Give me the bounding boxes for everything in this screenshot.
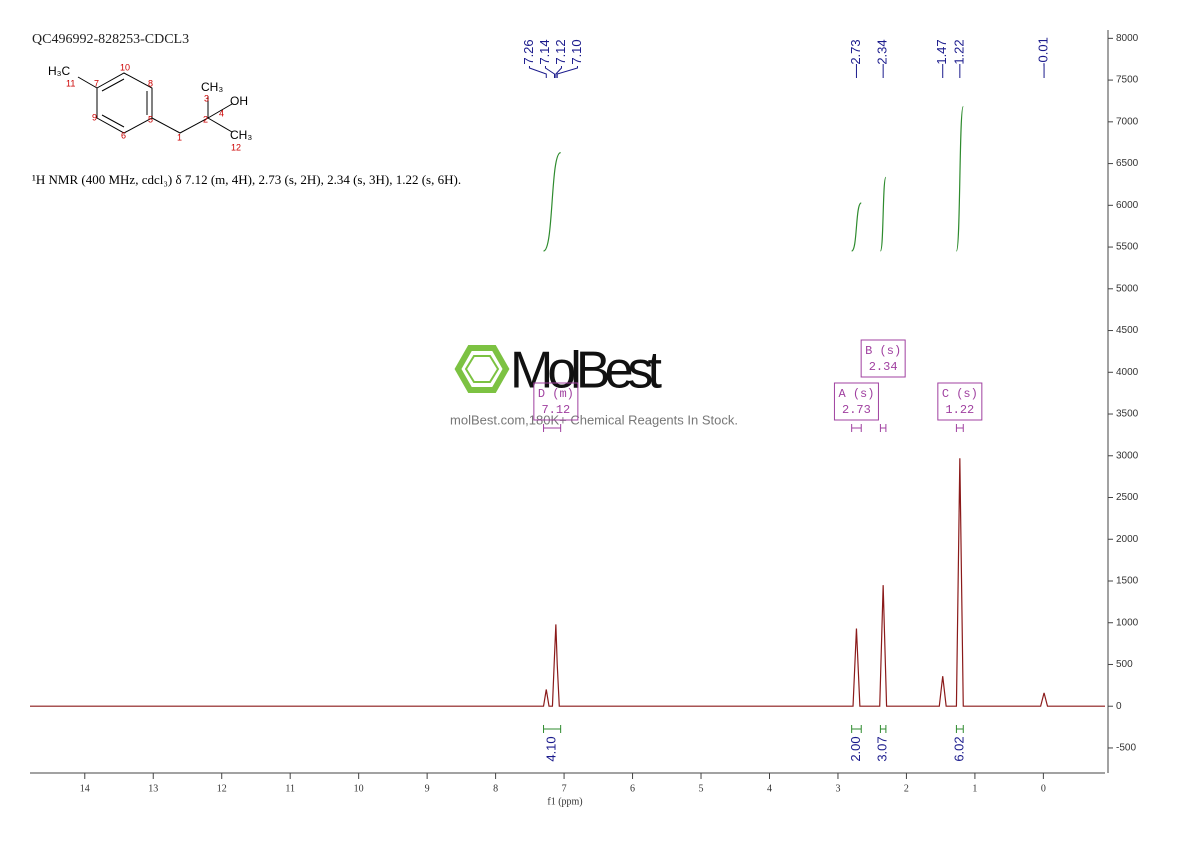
x-tick-label: 12 xyxy=(217,783,227,794)
x-tick-label: 0 xyxy=(1041,783,1046,794)
integral-bracket xyxy=(879,725,887,733)
multiplet-box xyxy=(937,382,983,421)
integral-bracket xyxy=(543,725,562,733)
peak-leader xyxy=(555,66,562,78)
atom-number: 5 xyxy=(148,114,153,124)
y-tick-label: 5000 xyxy=(1116,283,1139,294)
y-tick-label: 3000 xyxy=(1116,450,1139,461)
multiplet-shift: 1.22 xyxy=(945,403,974,417)
y-tick-label: 0 xyxy=(1116,701,1122,712)
y-tick-label: 4000 xyxy=(1116,367,1139,378)
multiplet-label: A (s) xyxy=(838,387,874,401)
integral-bracket xyxy=(955,725,964,733)
peak-leader xyxy=(556,66,578,78)
peak-label: 2.73 xyxy=(848,39,863,64)
peak-label: 1.47 xyxy=(934,39,949,64)
atom-number: 10 xyxy=(120,62,130,72)
integral-label: 3.07 xyxy=(875,736,890,761)
y-tick-label: 1000 xyxy=(1116,617,1139,628)
spectrum-line xyxy=(30,458,1105,707)
peak-label: 7.12 xyxy=(553,39,568,64)
integral-curve xyxy=(955,105,964,252)
peak-label: 7.26 xyxy=(521,39,536,64)
peak-leader xyxy=(544,66,555,78)
integral-curve xyxy=(542,152,562,252)
atom-label: OH xyxy=(230,94,248,108)
integral-curve xyxy=(851,202,862,252)
y-tick-label: 6500 xyxy=(1116,158,1139,169)
y-tick-label: 7500 xyxy=(1116,75,1139,86)
peak-label: -0.01 xyxy=(1035,37,1050,67)
multiplet-label: B (s) xyxy=(865,344,901,358)
integral-bracket xyxy=(851,725,862,733)
watermark-logo xyxy=(454,345,510,393)
atom-number: 2 xyxy=(203,114,208,124)
multiplet-bracket xyxy=(879,424,887,432)
atom-number: 7 xyxy=(94,78,99,88)
peak-label: 2.34 xyxy=(875,39,890,64)
atom-label: CH₃ xyxy=(201,80,223,94)
y-tick-label: 2000 xyxy=(1116,534,1139,545)
multiplet-box xyxy=(833,382,879,421)
y-tick-label: 4500 xyxy=(1116,325,1139,336)
atom-number: 8 xyxy=(148,78,153,88)
y-tick-label: 5500 xyxy=(1116,242,1139,253)
integral-curve xyxy=(879,176,887,252)
multiplet-label: C (s) xyxy=(942,387,978,401)
multiplet-bracket xyxy=(851,424,862,432)
x-tick-label: 4 xyxy=(767,783,772,794)
x-tick-label: 9 xyxy=(425,783,430,794)
x-tick-label: 2 xyxy=(904,783,909,794)
integral-label: 6.02 xyxy=(951,736,966,761)
x-tick-label: 10 xyxy=(354,783,364,794)
x-tick-label: 7 xyxy=(562,783,567,794)
x-tick-label: 11 xyxy=(285,783,295,794)
integral-label: 4.10 xyxy=(544,736,559,761)
peak-label: 7.10 xyxy=(569,39,584,64)
x-tick-label: 1 xyxy=(972,783,977,794)
peak-label: 7.14 xyxy=(537,39,552,64)
multiplet-label: D (m) xyxy=(538,387,574,401)
multiplet-box xyxy=(860,339,906,378)
x-tick-label: 5 xyxy=(699,783,704,794)
sample-id: QC496992-828253-CDCL3 xyxy=(32,32,189,47)
multiplet-shift: 2.34 xyxy=(869,360,898,374)
multiplet-bracket xyxy=(543,424,562,432)
integral-label: 2.00 xyxy=(848,736,863,761)
atom-number: 11 xyxy=(66,78,75,88)
x-tick-label: 13 xyxy=(148,783,158,794)
description: ¹H NMR (400 MHz, cdcl₃) δ 7.12 (m, 4H), … xyxy=(32,172,461,187)
atom-label: CH₃ xyxy=(230,128,252,142)
y-tick-label: -500 xyxy=(1116,743,1136,754)
y-tick-label: 2500 xyxy=(1116,492,1139,503)
multiplet-shift: 2.73 xyxy=(842,403,871,417)
structure-bonds xyxy=(77,72,233,134)
x-axis-label: f1 (ppm) xyxy=(547,796,582,807)
peak-leader xyxy=(528,66,547,78)
atom-number: 9 xyxy=(92,112,97,122)
atom-number: 3 xyxy=(204,93,209,103)
atom-number: 6 xyxy=(121,130,126,140)
multiplet-box xyxy=(533,382,579,421)
y-tick-label: 3500 xyxy=(1116,409,1139,420)
atom-number: 12 xyxy=(231,142,241,152)
y-tick-label: 1500 xyxy=(1116,576,1139,587)
x-tick-label: 6 xyxy=(630,783,635,794)
peak-label: 1.22 xyxy=(951,39,966,64)
y-tick-label: 500 xyxy=(1116,659,1133,670)
y-tick-label: 8000 xyxy=(1116,33,1139,44)
watermark-brand: MolBest xyxy=(510,342,663,400)
x-tick-label: 14 xyxy=(80,783,90,794)
watermark-tagline: molBest.com,180K+ Chemical Reagents In S… xyxy=(450,412,738,427)
x-tick-label: 3 xyxy=(835,783,840,794)
y-tick-label: 7000 xyxy=(1116,116,1139,127)
atom-number: 1 xyxy=(177,132,182,142)
atom-label: H₃C xyxy=(48,64,71,78)
multiplet-bracket xyxy=(955,424,964,432)
y-tick-label: 6000 xyxy=(1116,200,1139,211)
x-tick-label: 8 xyxy=(493,783,498,794)
atom-number: 4 xyxy=(219,108,224,118)
multiplet-shift: 7.12 xyxy=(541,403,570,417)
